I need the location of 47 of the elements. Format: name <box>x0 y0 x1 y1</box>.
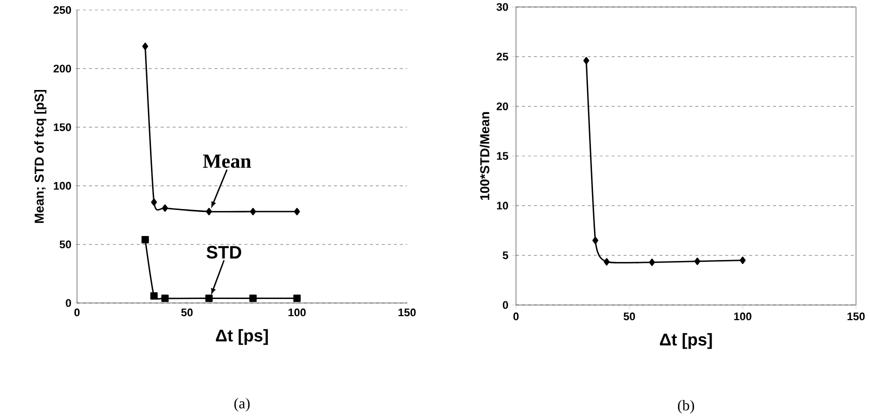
point <box>162 204 168 212</box>
point <box>649 258 655 266</box>
text: (a) <box>234 398 250 412</box>
x-tick-label: 0 <box>74 308 80 316</box>
text: Mean <box>203 154 252 168</box>
x-axis-title: Δt [ps] <box>660 333 712 349</box>
point <box>250 208 256 216</box>
y-tick-label: 0 <box>502 301 508 309</box>
point <box>740 256 746 264</box>
point <box>151 198 157 206</box>
x-tick-label: 100 <box>288 308 306 316</box>
y-tick-label: 25 <box>496 52 508 61</box>
y-tick-label: 30 <box>496 3 508 11</box>
x-tick-label: 0 <box>513 312 519 320</box>
point <box>161 294 169 302</box>
point <box>206 208 212 216</box>
text: STD <box>206 246 242 259</box>
point <box>142 42 148 50</box>
point <box>583 56 590 64</box>
y-tick-label: 100 <box>54 182 72 190</box>
y-tick-label: 50 <box>60 240 72 248</box>
x-tick-label: 50 <box>181 308 193 316</box>
x-tick-label: 150 <box>398 308 416 316</box>
y-tick-label: 0 <box>66 299 72 307</box>
y-axis-title: 100*STD/Mean <box>480 112 490 200</box>
point <box>205 294 213 302</box>
point <box>150 292 158 300</box>
point <box>694 258 700 265</box>
y-tick-label: 15 <box>496 152 508 160</box>
y-tick-label: 150 <box>54 123 72 132</box>
y-tick-label: 20 <box>496 102 508 110</box>
point <box>249 294 257 302</box>
x-tick-label: 100 <box>734 312 752 320</box>
y-tick-label: 10 <box>496 202 508 210</box>
point <box>592 236 598 244</box>
y-tick-label: 250 <box>54 6 72 14</box>
point <box>604 258 610 266</box>
text: (b) <box>678 400 694 414</box>
y-tick-label: 5 <box>502 252 508 260</box>
x-axis-title: Δt [ps] <box>216 329 268 345</box>
y-tick-label: 200 <box>54 64 72 72</box>
point <box>142 236 149 244</box>
point <box>294 208 300 216</box>
y-axis-title: Mean; STD of tcq [pS] <box>34 90 46 223</box>
point <box>293 294 301 302</box>
x-tick-label: 50 <box>624 312 635 320</box>
x-tick-label: 150 <box>848 312 865 320</box>
